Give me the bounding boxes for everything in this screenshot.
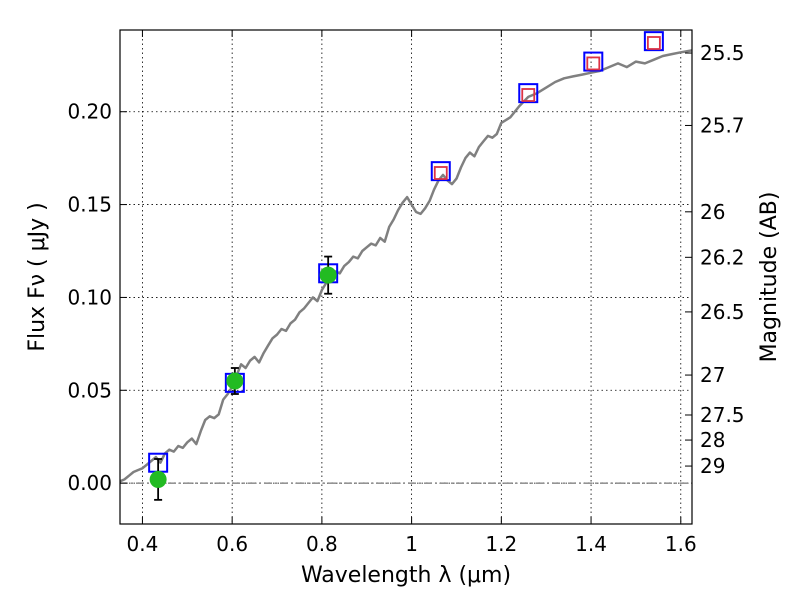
model-photometry-marker (430, 161, 451, 182)
magnitude-tick-label: 27 (700, 363, 725, 387)
x-tick-label: 0.6 (216, 532, 248, 556)
magnitude-tick-label: 25.7 (700, 113, 745, 137)
model-spectrum-layer (119, 49, 693, 483)
magnitude-tick-label: 28 (700, 428, 725, 452)
magnitude-tick-label: 25.5 (700, 41, 745, 65)
x-tick-label: 0.4 (127, 532, 159, 556)
x-tick-label: 1 (405, 532, 418, 556)
magnitude-tick-label: 29 (700, 454, 725, 478)
x-tick-label: 1.2 (485, 532, 517, 556)
x-tick-label: 0.8 (306, 532, 338, 556)
magnitude-tick-label: 26.2 (700, 245, 745, 269)
magnitude-tick-label: 26 (700, 200, 725, 224)
axis-ticks: 0.4 0.6 0.8 1 1.2 1.4 1.6 0.00 0.05 0.10 0.15 0.20 2… (67, 30, 745, 556)
y-tick-label: 0.15 (67, 193, 112, 217)
photometry-layer (148, 31, 664, 501)
x-tick-label: 1.6 (665, 532, 697, 556)
y2-axis-label: Magnitude (AB) (757, 192, 782, 363)
predicted-photometry-marker (586, 56, 601, 71)
y-tick-label: 0.20 (67, 100, 112, 124)
model-spectrum-line (119, 49, 693, 483)
y-tick-label: 0.00 (67, 471, 112, 495)
model-photometry-marker (643, 31, 664, 52)
model-photometry-marker (583, 51, 604, 72)
x-tick-label: 1.4 (575, 532, 607, 556)
predicted-photometry-marker (433, 166, 448, 180)
observed-photometry-point (319, 266, 337, 284)
y-tick-label: 0.05 (67, 378, 112, 402)
observed-photometry-point (149, 470, 167, 488)
y-axis-label: Flux Fν ( μJy ) (25, 202, 50, 351)
magnitude-tick-label: 27.5 (700, 403, 745, 427)
predicted-photometry-marker (646, 36, 661, 50)
magnitude-tick-label: 26.5 (700, 300, 745, 324)
observed-photometry-point (226, 372, 244, 390)
x-axis-label: Wavelength λ (μm) (301, 563, 511, 588)
plot-frame (119, 29, 693, 525)
grid-lines (120, 30, 692, 524)
y-tick-label: 0.10 (67, 285, 112, 309)
model-photometry-marker (518, 83, 539, 104)
predicted-photometry-marker (521, 88, 536, 102)
